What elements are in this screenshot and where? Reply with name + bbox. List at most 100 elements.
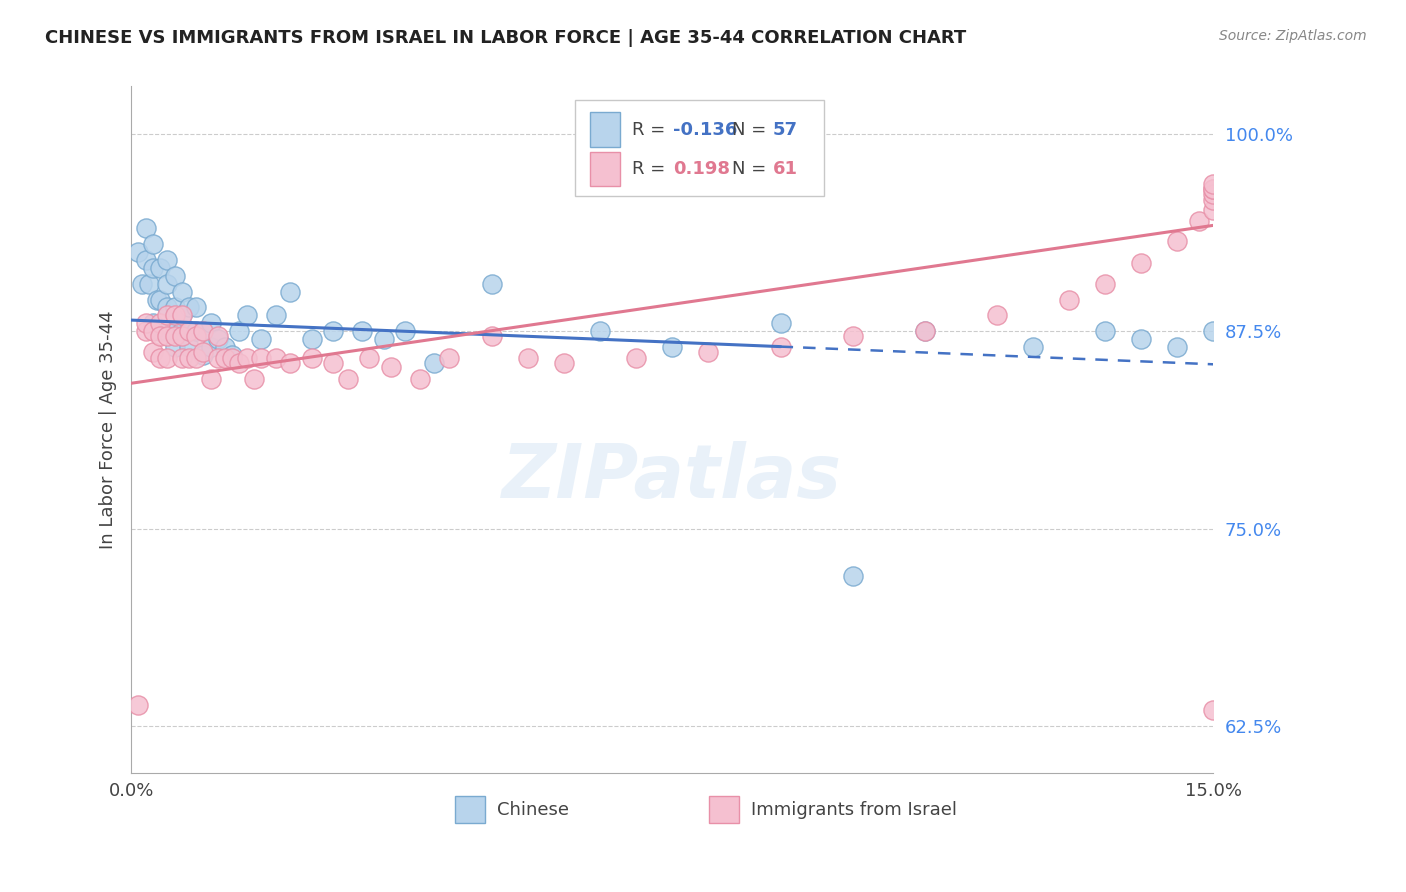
Point — [156, 277, 179, 291]
Point — [177, 340, 200, 354]
Point — [200, 371, 222, 385]
Point — [214, 351, 236, 365]
Point — [278, 356, 301, 370]
Point — [1166, 234, 1188, 248]
Point — [322, 356, 344, 370]
Point — [517, 351, 540, 365]
Point — [138, 277, 160, 291]
FancyBboxPatch shape — [454, 796, 485, 823]
Point — [394, 324, 416, 338]
Point — [373, 332, 395, 346]
Point — [1130, 332, 1153, 346]
Point — [156, 253, 179, 268]
Point — [769, 316, 792, 330]
Point — [661, 340, 683, 354]
Text: ZIPatlas: ZIPatlas — [502, 442, 842, 515]
Point — [359, 351, 381, 365]
FancyBboxPatch shape — [591, 112, 620, 147]
Point — [193, 324, 215, 338]
Point — [177, 324, 200, 338]
Point — [149, 260, 172, 275]
Point — [322, 324, 344, 338]
Point — [163, 329, 186, 343]
Point — [914, 324, 936, 338]
Text: 61: 61 — [773, 160, 799, 178]
Point — [1202, 182, 1225, 196]
Point — [186, 329, 208, 343]
Point — [235, 351, 257, 365]
Point — [409, 371, 432, 385]
Point — [149, 293, 172, 307]
Text: R =: R = — [633, 160, 671, 178]
Point — [145, 293, 167, 307]
Text: 57: 57 — [773, 120, 799, 138]
Point — [127, 698, 149, 713]
Point — [553, 356, 575, 370]
Point — [207, 351, 229, 365]
Point — [163, 309, 186, 323]
Point — [200, 340, 222, 354]
Point — [177, 301, 200, 315]
Point — [1202, 186, 1225, 201]
Point — [149, 324, 172, 338]
Point — [170, 309, 193, 323]
Point — [264, 351, 287, 365]
Point — [149, 316, 172, 330]
Point — [301, 351, 323, 365]
Point — [1202, 324, 1225, 338]
Point — [626, 351, 648, 365]
Point — [228, 324, 250, 338]
Point — [200, 316, 222, 330]
Point — [142, 316, 165, 330]
Text: Source: ZipAtlas.com: Source: ZipAtlas.com — [1219, 29, 1367, 43]
Point — [142, 237, 165, 252]
Point — [1130, 256, 1153, 270]
Point — [156, 309, 179, 323]
Point — [250, 351, 273, 365]
Text: 0.198: 0.198 — [673, 160, 731, 178]
Point — [1202, 182, 1225, 196]
Point — [163, 268, 186, 283]
Point — [156, 329, 179, 343]
Point — [207, 332, 229, 346]
Point — [177, 324, 200, 338]
Point — [1022, 340, 1045, 354]
Point — [1188, 213, 1211, 227]
Point — [481, 329, 503, 343]
Point — [149, 351, 172, 365]
Point — [841, 329, 863, 343]
Point — [769, 340, 792, 354]
Text: Immigrants from Israel: Immigrants from Israel — [751, 801, 957, 819]
Point — [250, 332, 273, 346]
Point — [1202, 703, 1225, 717]
Point — [170, 329, 193, 343]
Point — [170, 324, 193, 338]
Point — [221, 351, 243, 365]
Point — [589, 324, 612, 338]
Point — [170, 309, 193, 323]
Point — [301, 332, 323, 346]
Point — [264, 309, 287, 323]
Point — [841, 569, 863, 583]
Point — [278, 285, 301, 299]
Point — [380, 360, 402, 375]
Point — [142, 344, 165, 359]
Point — [423, 356, 446, 370]
Point — [437, 351, 460, 365]
Point — [986, 309, 1008, 323]
Point — [186, 324, 208, 338]
Point — [1166, 340, 1188, 354]
Point — [1202, 193, 1225, 207]
Point — [336, 371, 359, 385]
Point — [214, 340, 236, 354]
FancyBboxPatch shape — [591, 152, 620, 186]
Point — [481, 277, 503, 291]
Text: Chinese: Chinese — [498, 801, 569, 819]
Point — [193, 344, 215, 359]
Point — [163, 340, 186, 354]
Text: R =: R = — [633, 120, 671, 138]
Point — [135, 221, 157, 235]
Point — [149, 329, 172, 343]
Point — [135, 316, 157, 330]
Point — [207, 329, 229, 343]
